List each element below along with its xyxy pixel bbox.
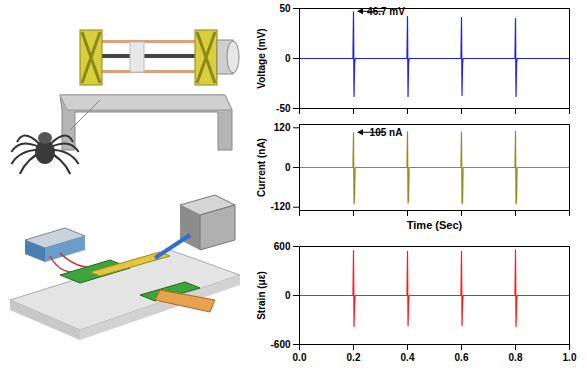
svg-text:0: 0 <box>285 53 291 64</box>
svg-text:Time (Sec): Time (Sec) <box>407 219 463 231</box>
svg-text:0.8: 0.8 <box>509 352 523 363</box>
svg-text:0: 0 <box>285 290 291 301</box>
svg-text:Strain (με): Strain (με) <box>256 271 267 320</box>
svg-text:105 nA: 105 nA <box>370 127 403 138</box>
svg-text:0.2: 0.2 <box>347 352 361 363</box>
svg-text:46.7 mV: 46.7 mV <box>367 6 405 17</box>
svg-text:1.0: 1.0 <box>563 352 577 363</box>
svg-text:0: 0 <box>285 162 291 173</box>
svg-text:-120: -120 <box>270 201 290 212</box>
svg-text:Current (nA): Current (nA) <box>256 138 267 197</box>
svg-text:120: 120 <box>274 122 291 133</box>
svg-text:-600: -600 <box>270 339 290 350</box>
svg-text:50: 50 <box>279 3 291 14</box>
svg-text:600: 600 <box>274 241 291 252</box>
svg-text:0.4: 0.4 <box>401 352 415 363</box>
svg-text:0.0: 0.0 <box>293 352 307 363</box>
svg-text:Voltage (mV): Voltage (mV) <box>256 28 267 88</box>
svg-text:-50: -50 <box>276 103 291 114</box>
svg-text:0.6: 0.6 <box>455 352 469 363</box>
